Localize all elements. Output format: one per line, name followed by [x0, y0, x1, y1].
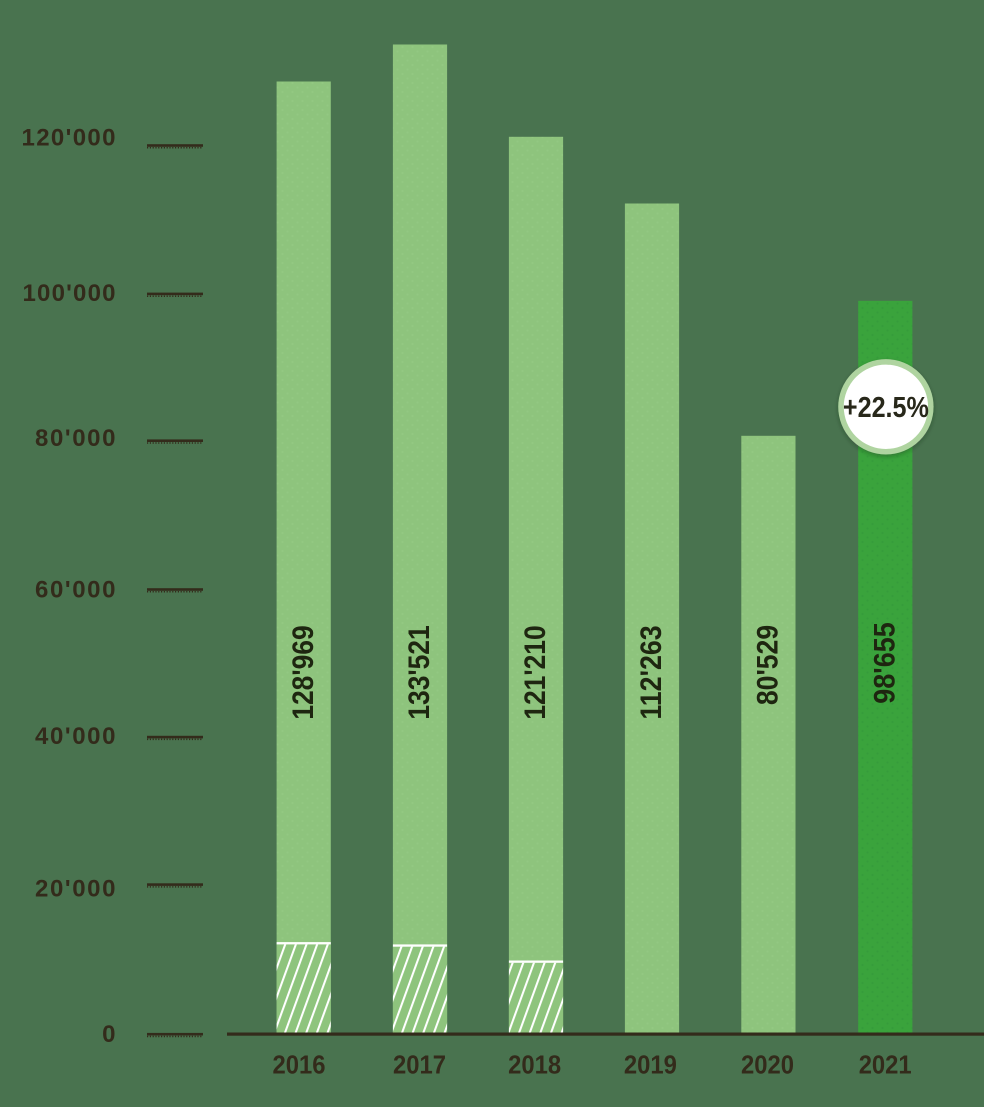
svg-text:40'000: 40'000	[35, 723, 116, 750]
svg-text:121'210: 121'210	[519, 625, 552, 719]
svg-text:2016: 2016	[273, 1052, 326, 1080]
svg-text:120'000: 120'000	[22, 124, 116, 151]
svg-text:20'000: 20'000	[35, 876, 116, 903]
svg-text:133'521: 133'521	[403, 625, 436, 719]
svg-text:2019: 2019	[624, 1052, 677, 1080]
svg-text:0: 0	[102, 1021, 115, 1048]
svg-text:2020: 2020	[741, 1052, 794, 1080]
svg-text:100'000: 100'000	[23, 280, 116, 307]
svg-text:112'263: 112'263	[635, 625, 668, 719]
svg-text:98'655: 98'655	[868, 622, 901, 704]
svg-text:+22.5%: +22.5%	[843, 392, 929, 424]
svg-text:2018: 2018	[508, 1052, 561, 1080]
svg-text:80'529: 80'529	[752, 625, 785, 705]
svg-text:2017: 2017	[393, 1052, 446, 1080]
svg-text:80'000: 80'000	[35, 425, 116, 452]
svg-text:60'000: 60'000	[35, 577, 116, 604]
svg-text:128'969: 128'969	[287, 625, 320, 719]
svg-text:2021: 2021	[859, 1052, 912, 1080]
